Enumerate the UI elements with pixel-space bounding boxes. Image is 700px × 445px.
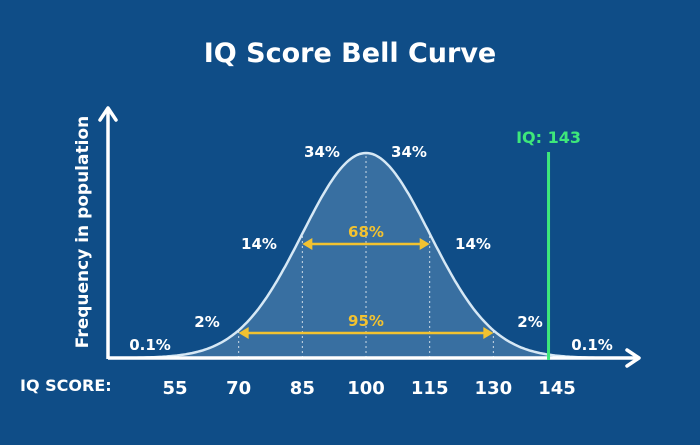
marker-label: IQ: 143 (516, 128, 581, 147)
segment-label-7: 0.1% (571, 336, 613, 354)
x-tick-label-100: 100 (347, 378, 385, 399)
segment-label-2: 14% (241, 235, 277, 253)
y-axis-arrowhead (98, 106, 118, 122)
x-tick-labels: 55 70 85 100 115 130 145 (162, 378, 575, 399)
segment-label-1: 2% (194, 313, 219, 331)
segment-label-5: 14% (455, 235, 491, 253)
band-arrowhead-right-1 (483, 327, 494, 339)
segment-label-4: 34% (391, 143, 427, 161)
band-arrowhead-left-1 (238, 327, 249, 339)
x-tick-label-85: 85 (290, 378, 315, 399)
segment-percent-labels: 0.1% 2% 14% 34% 34% 14% 2% 0.1% (129, 143, 613, 354)
x-axis-arrowhead (625, 348, 641, 368)
segment-label-0: 0.1% (129, 336, 171, 354)
band-arrows: 68% 95% (238, 223, 494, 339)
x-axis-label: IQ SCORE: (20, 376, 112, 395)
band-label-0: 68% (348, 223, 384, 241)
curve-area-group (132, 151, 630, 360)
x-tick-label-145: 145 (538, 378, 576, 399)
chart-title: IQ Score Bell Curve (204, 38, 497, 69)
x-tick-label-55: 55 (162, 378, 187, 399)
band-label-1: 95% (348, 312, 384, 330)
segment-label-6: 2% (517, 313, 542, 331)
segment-label-3: 34% (304, 143, 340, 161)
curve-area (132, 153, 630, 358)
x-tick-label-70: 70 (226, 378, 251, 399)
y-axis-label: Frequency in population (73, 116, 93, 348)
band-arrowhead-left-0 (302, 238, 313, 250)
curve-line (132, 151, 630, 360)
x-tick-label-115: 115 (411, 378, 449, 399)
x-tick-label-130: 130 (475, 378, 513, 399)
band-arrowhead-right-0 (419, 238, 430, 250)
score-marker: IQ: 143 (516, 128, 581, 360)
